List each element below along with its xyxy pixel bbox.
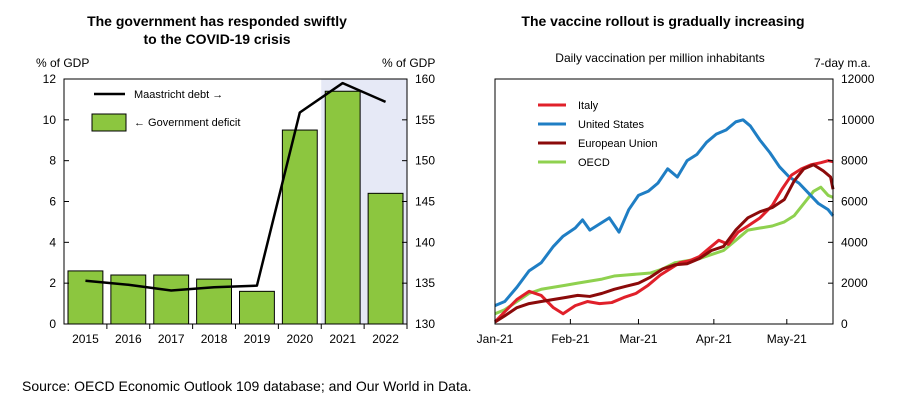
x-category-label: 2017 — [158, 332, 185, 346]
legend-label-european-union: European Union — [578, 138, 658, 150]
deficit-bar-2019 — [239, 290, 275, 325]
x-category-label: 2022 — [372, 332, 399, 346]
left-y-tick-label: 6 — [49, 195, 56, 209]
vaccine-line-italy — [493, 159, 834, 323]
legend-deficit-swatch — [91, 113, 127, 132]
deficit-bar-2016 — [110, 274, 147, 325]
vaccine-x-tick-label: Jan-21 — [477, 332, 514, 346]
vaccine-y-tick-label: 0 — [841, 317, 848, 331]
vaccine-x-tick-label: Feb-21 — [551, 332, 589, 346]
vaccine-y-axis-label: 7-day m.a. — [814, 56, 871, 70]
vaccine-x-ticks: Jan-21 Feb-21 Mar-21 Apr-21 May-21 — [477, 319, 807, 346]
x-category-label: 2015 — [72, 332, 99, 346]
x-category-label: 2021 — [329, 332, 356, 346]
right-y-axis-label: % of GDP — [382, 56, 435, 70]
legend-debt-label: Maastricht debt → — [134, 89, 223, 101]
right-y-tick-label: 130 — [415, 317, 435, 331]
right-y-tick-label: 140 — [415, 235, 435, 249]
right-chart-subtitle: Daily vaccination per million inhabitant… — [555, 51, 764, 65]
vaccine-y-tick-label: 12000 — [841, 72, 875, 86]
x-category-labels: 2015 2016 2017 2018 2019 2020 2021 2022 — [72, 324, 408, 346]
left-panel: The government has responded swiftly to … — [36, 13, 435, 346]
left-chart-title-line-1: The government has responded swiftly — [87, 13, 347, 29]
right-y-ticks: 130 135 140 145 150 155 160 — [402, 72, 435, 331]
deficit-bars — [67, 90, 404, 325]
vaccine-line-oecd — [494, 185, 834, 316]
vaccine-legend: Italy United States European Union OECD — [538, 100, 658, 169]
vaccine-series-lines — [493, 118, 835, 324]
vaccine-line-united-states — [494, 118, 835, 308]
right-y-tick-label: 135 — [415, 276, 435, 290]
left-y-tick-label: 2 — [49, 276, 56, 290]
right-y-tick-label: 160 — [415, 72, 435, 86]
x-category-label: 2016 — [115, 332, 142, 346]
left-y-ticks: 0 2 4 6 8 10 12 — [43, 72, 69, 331]
left-y-tick-label: 12 — [43, 72, 57, 86]
left-y-tick-label: 4 — [49, 235, 56, 249]
legend-label-oecd: OECD — [578, 157, 610, 169]
deficit-bar-2021 — [324, 90, 361, 325]
vaccine-y-tick-label: 6000 — [841, 195, 868, 209]
source-note: Source: OECD Economic Outlook 109 databa… — [22, 378, 472, 394]
left-chart-title-line-2: to the COVID-19 crisis — [143, 31, 290, 47]
left-legend: Maastricht debt → ← Government deficit — [91, 89, 240, 132]
right-y-tick-label: 145 — [415, 195, 435, 209]
right-y-tick-label: 150 — [415, 154, 435, 168]
vaccine-x-tick-label: Mar-21 — [619, 332, 657, 346]
debt-line — [85, 81, 387, 292]
vaccine-y-tick-label: 4000 — [841, 235, 868, 249]
vaccine-y-tick-label: 8000 — [841, 154, 868, 168]
legend-deficit-label: ← Government deficit — [134, 117, 240, 129]
vaccine-x-tick-label: May-21 — [767, 332, 807, 346]
legend-label-united-states: United States — [578, 119, 645, 131]
deficit-bar-2015 — [67, 270, 104, 325]
x-category-label: 2020 — [286, 332, 313, 346]
left-y-tick-label: 0 — [49, 317, 56, 331]
left-y-axis-label: % of GDP — [36, 56, 89, 70]
right-chart-title: The vaccine rollout is gradually increas… — [521, 13, 804, 29]
vaccine-y-ticks: 0 2000 4000 6000 8000 10000 12000 — [828, 72, 875, 331]
x-category-label: 2019 — [244, 332, 271, 346]
deficit-bar-2022 — [367, 192, 404, 325]
vaccine-y-tick-label: 10000 — [841, 113, 875, 127]
vaccine-x-tick-label: Apr-21 — [696, 332, 732, 346]
x-category-label: 2018 — [201, 332, 228, 346]
right-panel: The vaccine rollout is gradually increas… — [477, 13, 875, 346]
right-y-tick-label: 155 — [415, 113, 435, 127]
left-y-tick-label: 10 — [43, 113, 57, 127]
deficit-bar-2017 — [153, 274, 190, 325]
vaccine-y-tick-label: 2000 — [841, 276, 868, 290]
vaccine-line-european-union — [494, 163, 835, 324]
legend-label-italy: Italy — [578, 100, 599, 112]
left-y-tick-label: 8 — [49, 154, 56, 168]
